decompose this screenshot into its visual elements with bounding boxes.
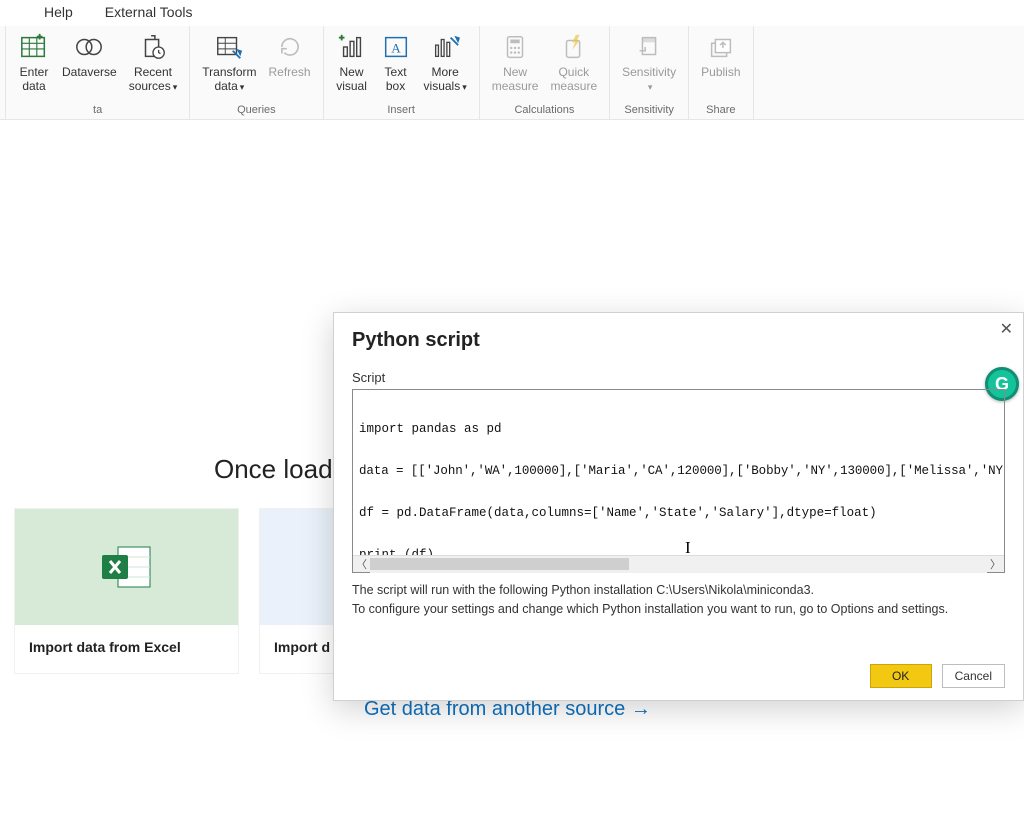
script-text[interactable]: import pandas as pd data = [['John','WA'… [353, 390, 1004, 555]
dialog-button-row: OK Cancel [870, 664, 1005, 688]
ribbon-group-share: Publish Share [689, 26, 753, 119]
horizontal-scrollbar[interactable]: 〈 〉 [353, 555, 1004, 572]
ribbon-group-insert: New visual A Text box More visuals▾ Inse… [324, 26, 480, 119]
ribbon-group-data: Enter data Dataverse Recent sources▾ ta [6, 26, 190, 119]
dialog-info: The script will run with the following P… [352, 581, 1005, 619]
get-data-another-source-label: Get data from another source [364, 698, 625, 720]
group-label-data: ta [12, 102, 183, 119]
ribbon-group-queries: Transform data▾ Refresh Queries [190, 26, 323, 119]
python-script-dialog: ✕ Python script G Script import pandas a… [333, 312, 1024, 701]
script-line: print (df) [359, 548, 998, 555]
script-label: Script [352, 370, 1005, 385]
chevron-down-icon: ▾ [648, 82, 653, 92]
menu-help[interactable]: Help [38, 2, 79, 22]
dataverse-label: Dataverse [62, 66, 117, 80]
sensitivity-label: Sensitivity▾ [622, 66, 676, 94]
publish-label: Publish [701, 66, 740, 80]
quick-measure-button[interactable]: Quick measure [544, 28, 603, 96]
transform-data-button[interactable]: Transform data▾ [196, 28, 262, 96]
group-label-insert: Insert [330, 102, 473, 119]
ribbon: Enter data Dataverse Recent sources▾ ta [0, 26, 1024, 120]
start-cards: Import data from Excel Import d [14, 508, 349, 674]
ok-button[interactable]: OK [870, 664, 932, 688]
more-visuals-icon [430, 30, 460, 64]
recent-sources-icon [138, 30, 168, 64]
more-visuals-label: More visuals▾ [424, 66, 467, 94]
new-measure-label: New measure [492, 66, 539, 94]
quick-measure-icon [559, 30, 589, 64]
card-import-excel[interactable]: Import data from Excel [14, 508, 239, 674]
new-measure-icon [500, 30, 530, 64]
menubar-truncation [0, 2, 18, 22]
new-visual-icon [337, 30, 367, 64]
sensitivity-icon [634, 30, 664, 64]
dataverse-button[interactable]: Dataverse [56, 28, 123, 82]
enter-data-label: Enter data [20, 66, 49, 94]
enter-data-button[interactable]: Enter data [12, 28, 56, 96]
scroll-right-icon[interactable]: 〉 [987, 556, 1004, 573]
group-label-queries: Queries [196, 102, 316, 119]
script-line: df = pd.DataFrame(data,columns=['Name','… [359, 506, 998, 520]
script-line: data = [['John','WA',100000],['Maria','C… [359, 464, 998, 478]
refresh-icon [277, 30, 303, 64]
script-editor[interactable]: import pandas as pd data = [['John','WA'… [352, 389, 1005, 573]
sensitivity-button[interactable]: Sensitivity▾ [616, 28, 682, 96]
card-import-excel-label: Import data from Excel [15, 625, 238, 673]
dialog-info-line2: To configure your settings and change wh… [352, 600, 1005, 619]
recent-sources-label: Recent sources▾ [129, 66, 178, 94]
cancel-button[interactable]: Cancel [942, 664, 1005, 688]
chevron-down-icon: ▾ [240, 82, 245, 92]
close-icon[interactable]: ✕ [1000, 319, 1013, 339]
excel-icon [15, 509, 238, 625]
dialog-info-line1: The script will run with the following P… [352, 581, 1005, 600]
transform-data-label: Transform data▾ [202, 66, 256, 94]
once-loaded-text: Once loade [214, 454, 347, 485]
ribbon-group-calculations: New measure Quick measure Calculations [480, 26, 610, 119]
publish-button[interactable]: Publish [695, 28, 746, 82]
chevron-down-icon: ▾ [173, 82, 178, 92]
menubar: Help External Tools [0, 0, 1024, 26]
publish-icon [706, 30, 736, 64]
scroll-thumb[interactable] [370, 558, 629, 570]
text-box-label: Text box [385, 66, 407, 94]
dialog-title: Python script [352, 329, 1005, 352]
more-visuals-button[interactable]: More visuals▾ [418, 28, 473, 96]
transform-data-icon [214, 30, 244, 64]
svg-text:A: A [391, 41, 401, 56]
menu-external-tools[interactable]: External Tools [99, 2, 199, 22]
ribbon-group-sensitivity: Sensitivity▾ Sensitivity [610, 26, 689, 119]
report-canvas: Once loade Import data from Excel Import… [0, 120, 1024, 813]
new-visual-label: New visual [336, 66, 367, 94]
get-data-another-source-link[interactable]: Get data from another source → [364, 698, 649, 721]
scroll-track[interactable] [370, 556, 987, 573]
text-box-icon: A [381, 30, 411, 64]
group-label-share: Share [695, 102, 746, 119]
text-box-button[interactable]: A Text box [374, 28, 418, 96]
new-visual-button[interactable]: New visual [330, 28, 374, 96]
refresh-button[interactable]: Refresh [263, 28, 317, 82]
chevron-down-icon: ▾ [462, 82, 467, 92]
quick-measure-label: Quick measure [550, 66, 597, 94]
scroll-left-icon[interactable]: 〈 [353, 556, 370, 573]
script-line: import pandas as pd [359, 422, 998, 436]
refresh-label: Refresh [269, 66, 311, 80]
enter-data-icon [19, 30, 49, 64]
dataverse-icon [74, 30, 104, 64]
new-measure-button[interactable]: New measure [486, 28, 545, 96]
group-label-calc: Calculations [486, 102, 603, 119]
recent-sources-button[interactable]: Recent sources▾ [123, 28, 184, 96]
group-label-sens: Sensitivity [616, 102, 682, 119]
arrow-right-icon: → [631, 698, 649, 720]
